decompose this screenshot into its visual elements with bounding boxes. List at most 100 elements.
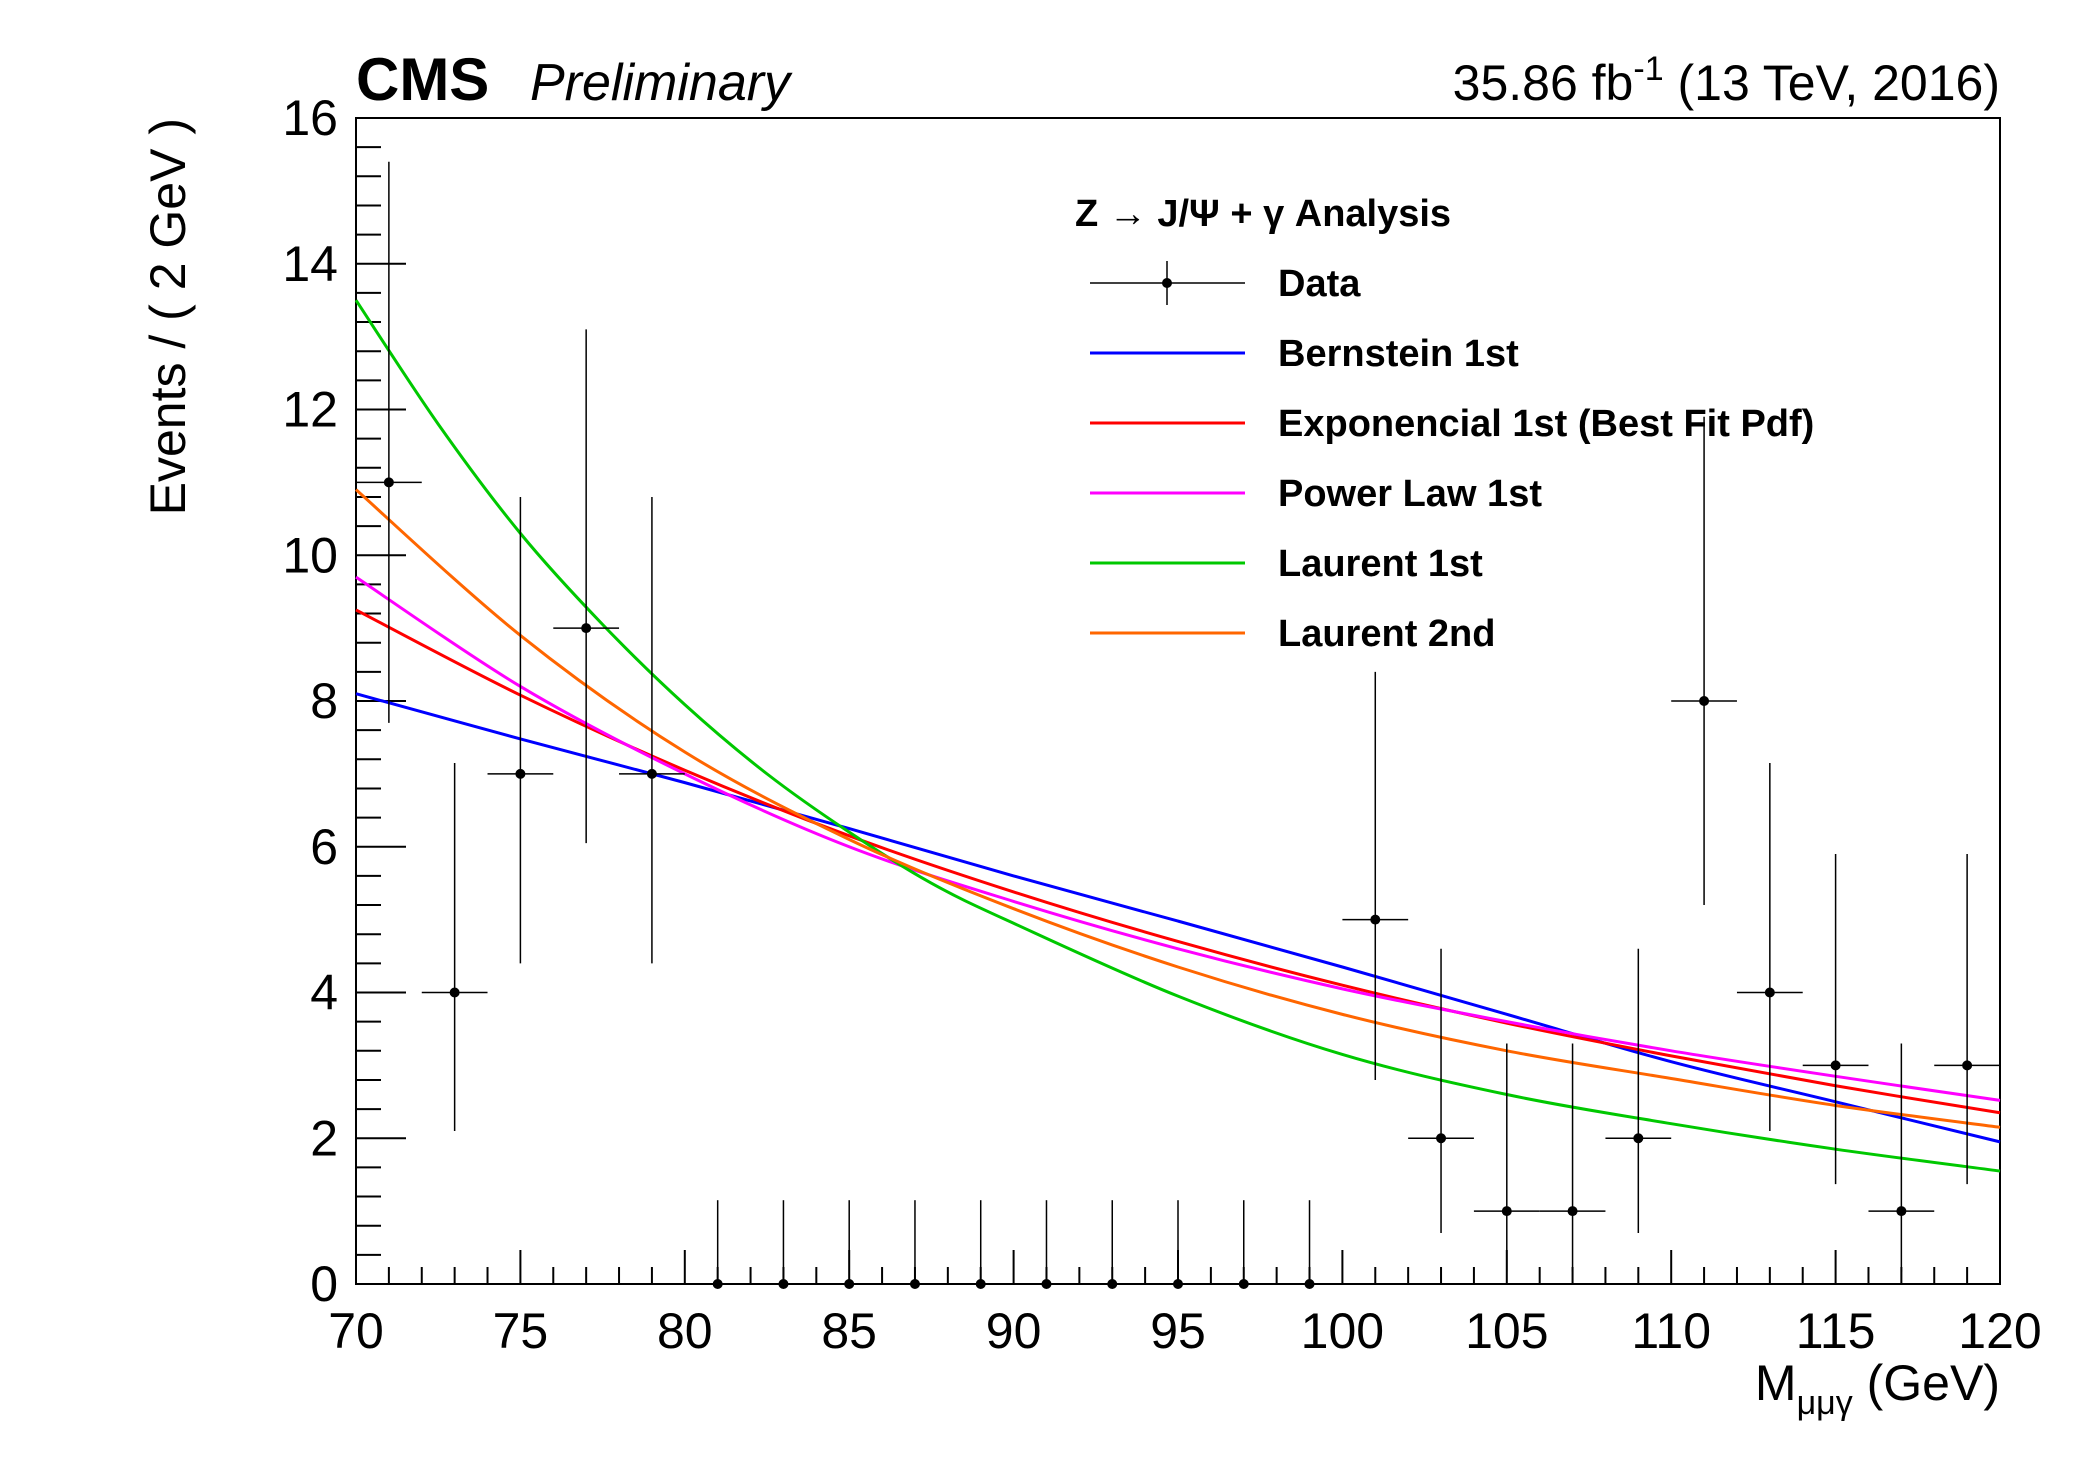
data-marker xyxy=(1041,1279,1052,1289)
x-tick-label: 110 xyxy=(1631,1303,1711,1359)
x-tick-label: 90 xyxy=(986,1303,1042,1359)
y-tick-label: 2 xyxy=(310,1110,338,1166)
y-tick-label: 4 xyxy=(310,965,338,1021)
y-axis-title: Events / ( 2 GeV ) xyxy=(140,118,196,515)
data-points-group xyxy=(356,161,2000,1289)
data-point xyxy=(619,496,685,964)
data-point xyxy=(882,1200,948,1289)
x-tick-label: 100 xyxy=(1301,1303,1384,1359)
data-marker xyxy=(778,1279,789,1289)
fit-curve-laurent-2nd xyxy=(355,488,2001,1129)
data-marker xyxy=(712,1279,723,1289)
data-point xyxy=(816,1200,883,1289)
x-tick-label: 75 xyxy=(493,1303,549,1359)
y-tick-label: 8 xyxy=(310,673,338,729)
legend-entry: Laurent 1st xyxy=(1090,543,1483,585)
legend: Z → J/Ψ + γ Analysis Data Bernstein 1st Ex… xyxy=(1075,193,1814,655)
data-marker xyxy=(581,623,592,634)
y-tick-label: 0 xyxy=(310,1256,338,1312)
data-point xyxy=(684,1200,751,1289)
data-point xyxy=(487,496,554,964)
x-tick-label: 80 xyxy=(657,1303,713,1359)
legend-label: Exponencial 1st (Best Fit Pdf) xyxy=(1278,403,1814,445)
legend-entry: Bernstein 1st xyxy=(1090,333,1519,375)
data-marker xyxy=(1107,1279,1118,1289)
data-point xyxy=(1145,1200,1211,1289)
data-point xyxy=(1408,948,1474,1233)
fit-curve-laurent-1st xyxy=(354,299,2001,1173)
x-axis-title: Mμμγ (GeV) xyxy=(1755,1355,2000,1422)
data-marker xyxy=(975,1279,986,1289)
data-marker xyxy=(646,768,657,779)
experiment-label: CMS xyxy=(356,46,489,113)
data-point xyxy=(1802,854,1869,1185)
data-point xyxy=(1605,948,1672,1233)
data-marker xyxy=(909,1279,920,1289)
data-marker xyxy=(1764,987,1775,998)
data-marker xyxy=(383,477,394,488)
y-tick-label: 12 xyxy=(282,382,338,438)
data-marker xyxy=(1501,1206,1512,1217)
data-marker xyxy=(1173,1279,1183,1289)
luminosity-label: 35.86 fb-1 (13 TeV, 2016) xyxy=(1453,50,2000,111)
x-tick-label: 120 xyxy=(1958,1303,2041,1359)
data-marker xyxy=(1699,696,1710,706)
data-point xyxy=(421,762,488,1131)
legend-title: Z → J/Ψ + γ Analysis xyxy=(1075,193,1451,235)
data-point xyxy=(1342,671,1409,1080)
y-tick-label: 14 xyxy=(282,236,338,292)
x-tick-label: 85 xyxy=(821,1303,877,1359)
data-point xyxy=(1539,1043,1606,1272)
y-tick-label: 10 xyxy=(282,527,338,583)
data-marker xyxy=(1830,1060,1841,1071)
legend-entry: Data xyxy=(1090,261,1361,305)
data-point xyxy=(947,1200,1014,1289)
data-marker xyxy=(515,768,526,779)
data-point xyxy=(1671,416,1737,906)
data-point xyxy=(1868,1043,1935,1272)
data-point xyxy=(1013,1200,1080,1289)
legend-entry: Power Law 1st xyxy=(1090,473,1542,515)
data-point xyxy=(1473,1043,1540,1272)
data-point xyxy=(553,329,620,844)
data-point xyxy=(1276,1200,1343,1289)
data-marker xyxy=(1304,1279,1315,1289)
status-label: Preliminary xyxy=(530,54,793,112)
data-point xyxy=(1210,1200,1277,1289)
data-point xyxy=(1079,1200,1146,1289)
fit-curve-exponencial-1st-best-fit-pdf xyxy=(355,608,2001,1115)
y-tick-label: 16 xyxy=(282,90,338,146)
axes-group: 70 75 80 85 90 95 100 105 110 115 120 0 2 4 6 8 10 12 14 16 xyxy=(282,90,2041,1359)
data-marker xyxy=(1896,1206,1907,1217)
x-tick-label: 105 xyxy=(1465,1303,1548,1359)
plot-frame xyxy=(355,117,2001,1285)
data-marker xyxy=(844,1279,855,1289)
data-marker xyxy=(1962,1060,1973,1071)
y-tick-label: 6 xyxy=(310,819,338,875)
data-marker xyxy=(449,987,460,998)
legend-entry: Exponencial 1st (Best Fit Pdf) xyxy=(1090,403,1814,445)
x-tick-label: 70 xyxy=(328,1303,384,1359)
fit-curve-power-law-1st xyxy=(355,575,2001,1102)
fit-curve-bernstein-1st xyxy=(355,692,2001,1144)
legend-label: Bernstein 1st xyxy=(1278,333,1519,375)
data-marker xyxy=(1567,1206,1578,1217)
legend-entry: Laurent 2nd xyxy=(1090,613,1495,655)
data-point xyxy=(1934,854,2000,1185)
legend-label: Laurent 1st xyxy=(1278,543,1483,585)
data-point xyxy=(1736,762,1803,1131)
data-marker xyxy=(1436,1133,1447,1144)
data-point xyxy=(750,1200,817,1289)
legend-swatch-marker xyxy=(1162,278,1172,288)
data-point xyxy=(356,161,422,723)
data-marker xyxy=(1633,1133,1644,1144)
legend-label: Power Law 1st xyxy=(1278,473,1542,515)
legend-label: Laurent 2nd xyxy=(1278,613,1495,655)
x-tick-label: 95 xyxy=(1150,1303,1206,1359)
fit-curves-group xyxy=(354,299,2001,1173)
x-tick-label: 115 xyxy=(1796,1303,1876,1359)
legend-label: Data xyxy=(1278,263,1361,305)
data-marker xyxy=(1238,1279,1249,1289)
data-marker xyxy=(1370,914,1381,925)
